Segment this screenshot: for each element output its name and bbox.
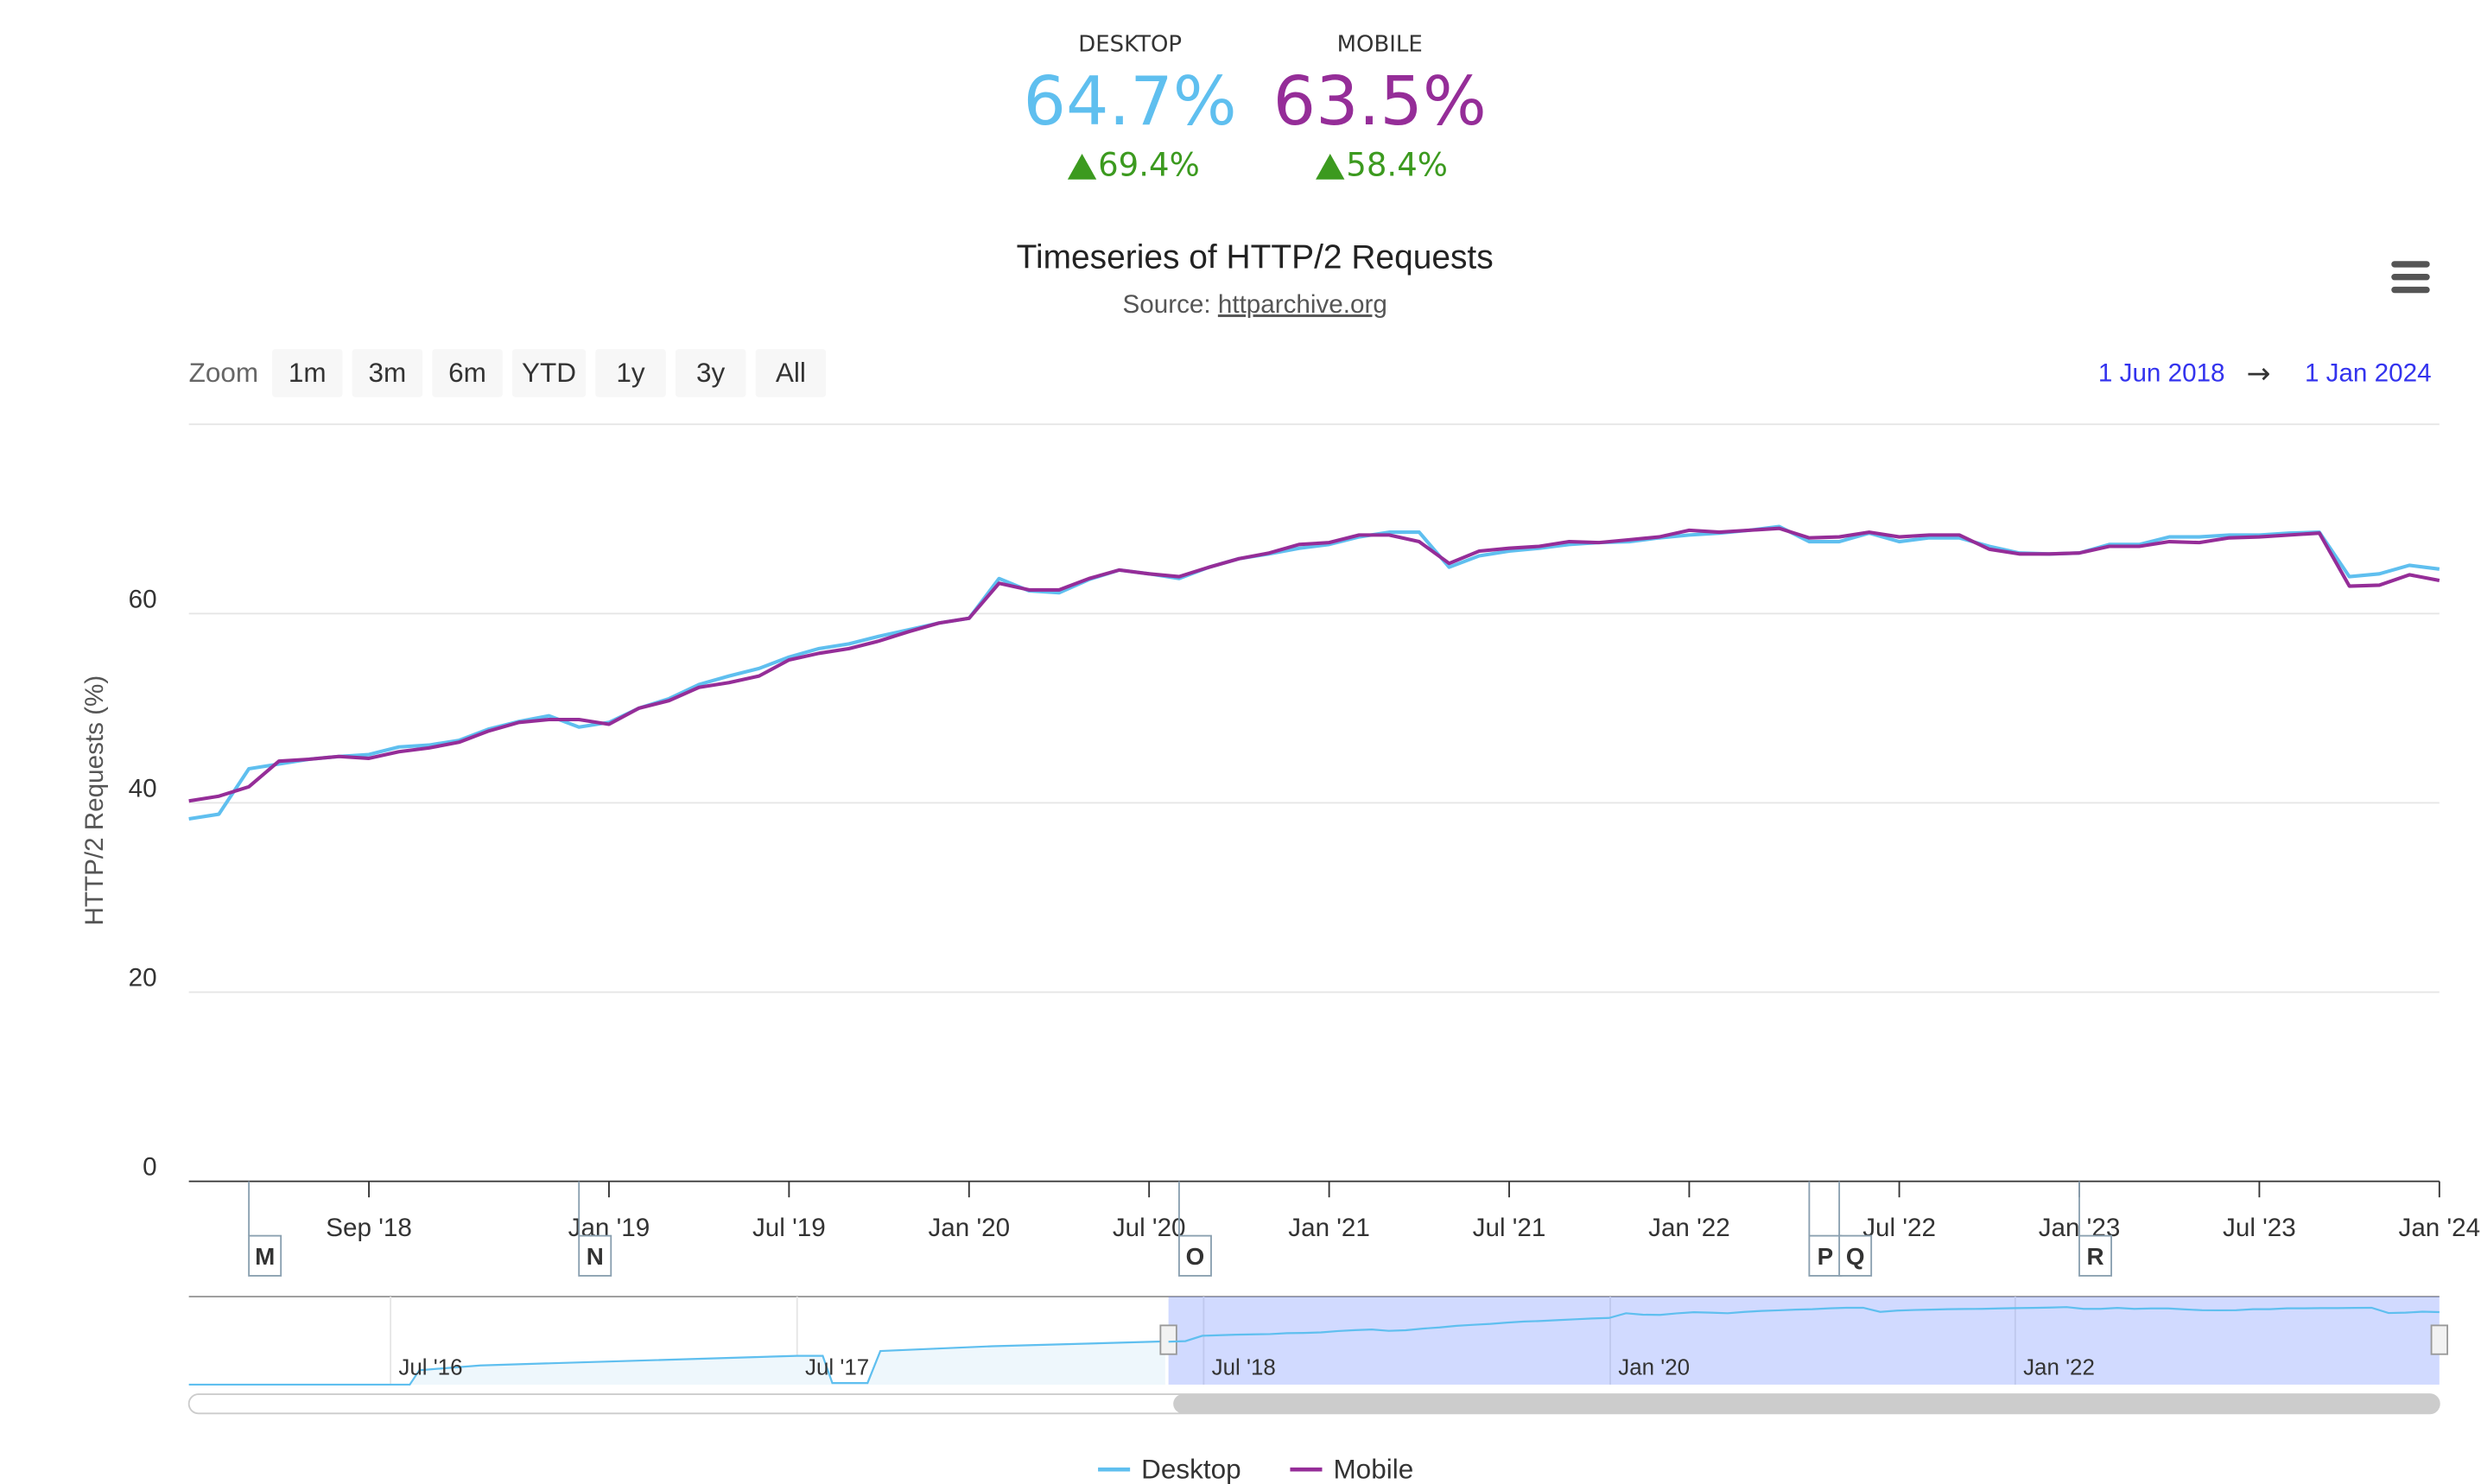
x-tick-label: Sep '18 — [326, 1214, 412, 1242]
zoom-button[interactable]: 1m — [271, 349, 343, 397]
chart-subtitle: Source: httparchive.org — [1123, 290, 1387, 319]
mobile-label: MOBILE — [1337, 32, 1423, 58]
navigator-label: Jul '18 — [1212, 1355, 1276, 1379]
chart-title: Timeseries of HTTP/2 Requests — [1017, 239, 1494, 276]
grid: 0 20 40 60 — [129, 585, 2440, 1183]
zoom-button-label: YTD — [522, 357, 576, 388]
x-tick-label: Jul '22 — [1862, 1214, 1936, 1242]
zoom-button-label: 1y — [616, 357, 645, 388]
legend-label: Desktop — [1141, 1453, 1241, 1484]
zoom-button-bg — [675, 349, 746, 397]
zoom-label: Zoom — [189, 357, 258, 388]
zoom-button[interactable]: 3m — [352, 349, 423, 397]
zoom-button-label: 3y — [696, 357, 726, 388]
zoom-button-bg — [271, 349, 343, 397]
legend: Desktop Mobile — [1098, 1453, 1413, 1484]
flag-label: R — [2086, 1243, 2103, 1270]
flag-box[interactable] — [1177, 1234, 1212, 1277]
navigator-line — [1168, 1306, 2440, 1343]
flag-label: P — [1818, 1243, 1834, 1270]
navigator-area — [188, 1341, 1165, 1385]
zoom-button-bg — [432, 349, 503, 397]
zoom-button-label: All — [776, 357, 806, 388]
up-arrow — [1316, 154, 1345, 180]
navigator-label: Jan '20 — [1618, 1355, 1690, 1379]
navigator-label: Jul '16 — [398, 1355, 462, 1379]
x-tick-label: Jan '24 — [2399, 1214, 2481, 1242]
desktop-change: 69.4% — [1098, 146, 1200, 183]
flag-box[interactable] — [2078, 1234, 2112, 1277]
navigator: Jul '16 Jul '17 Jul '18 Jan '20 Jan '22 — [187, 1296, 2449, 1415]
x-tick-label: Jan '20 — [928, 1214, 1010, 1242]
zoom-button-bg — [595, 349, 666, 397]
flag-label: Q — [1846, 1243, 1865, 1270]
x-tick-label: Jan '22 — [1648, 1214, 1730, 1242]
scrollbar-thumb[interactable] — [1173, 1394, 2440, 1414]
x-tick-label: Jul '20 — [1113, 1214, 1186, 1242]
navigator-label: Jan '22 — [2023, 1355, 2095, 1379]
navigator-handle[interactable] — [2430, 1324, 2449, 1355]
menu-bar — [2391, 286, 2430, 294]
y-tick-label: 60 — [129, 585, 157, 613]
flag-label: M — [255, 1243, 275, 1270]
navigator-labels: Jul '16 Jul '17 Jul '18 Jan '20 Jan '22 — [398, 1355, 2095, 1379]
range-to[interactable]: 1 Jan 2024 — [2305, 359, 2432, 388]
series-line — [188, 524, 2440, 821]
menu-bar — [2391, 274, 2430, 281]
flag-label: O — [1186, 1243, 1205, 1270]
desktop-label: DESKTOP — [1078, 32, 1182, 58]
y-tick-label: 20 — [129, 964, 157, 993]
legend-label: Mobile — [1333, 1453, 1413, 1484]
range-arrow: → — [2246, 356, 2270, 390]
range-from[interactable]: 1 Jun 2018 — [2098, 359, 2225, 388]
zoom-button-label: 1m — [289, 357, 327, 388]
zoom-button-bg — [755, 349, 827, 397]
flag-box[interactable] — [248, 1234, 282, 1277]
x-tick-label: Jul '19 — [752, 1214, 826, 1242]
y-tick-label: 0 — [143, 1153, 156, 1182]
zoom-button-bg — [511, 349, 587, 397]
x-tick-label: Jul '21 — [1473, 1214, 1546, 1242]
menu-bar — [2391, 261, 2430, 268]
zoom-button-bg — [352, 349, 423, 397]
series-lines — [188, 524, 2440, 821]
navigator-selection[interactable] — [1168, 1297, 2440, 1385]
navigator-handle[interactable] — [1159, 1324, 1177, 1355]
flag-box[interactable] — [1838, 1234, 1873, 1277]
zoom-buttons: 1m 3m 6m YTD 1y 3y All — [271, 349, 827, 397]
x-tick-label: Jan '21 — [1288, 1214, 1370, 1242]
zoom-button[interactable]: 6m — [432, 349, 503, 397]
y-axis-title: HTTP/2 Requests (%) — [80, 675, 109, 926]
x-tick-label: Jul '23 — [2223, 1214, 2296, 1242]
legend-item[interactable]: Mobile — [1290, 1453, 1413, 1484]
navigator-history-line — [188, 1340, 1165, 1386]
up-arrow — [1067, 154, 1097, 180]
desktop-value: 64.7% — [1024, 63, 1237, 141]
zoom-button[interactable]: YTD — [511, 349, 587, 397]
series-line — [188, 526, 2440, 803]
zoom-button[interactable]: All — [755, 349, 827, 397]
flag-box[interactable] — [578, 1234, 612, 1277]
navigator-label: Jul '17 — [805, 1355, 869, 1379]
mobile-change: 58.4% — [1346, 146, 1448, 183]
x-axis: Sep '18 Jan '19 Jul '19 Jan '20 Jul '20 Jan '… — [326, 1181, 2481, 1242]
zoom-button[interactable]: 3y — [675, 349, 746, 397]
zoom-button-label: 3m — [369, 357, 407, 388]
zoom-button[interactable]: 1y — [595, 349, 666, 397]
y-tick-label: 40 — [129, 774, 157, 802]
flag-label: N — [587, 1243, 604, 1270]
mobile-value: 63.5% — [1273, 63, 1487, 141]
menu-button[interactable] — [2391, 261, 2430, 294]
legend-item[interactable]: Desktop — [1098, 1453, 1241, 1484]
zoom-button-label: 6m — [448, 357, 486, 388]
source-link[interactable]: httparchive.org — [1218, 290, 1387, 319]
subtitle-prefix: Source: — [1123, 290, 1211, 319]
